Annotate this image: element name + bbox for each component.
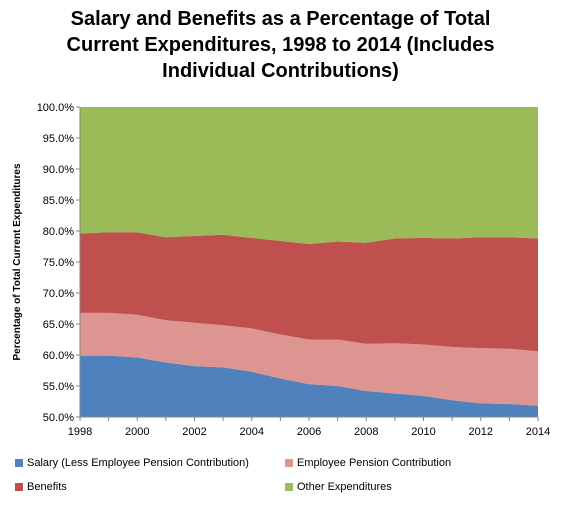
y-tick-label: 50.0% bbox=[43, 412, 74, 424]
chart-title: Salary and Benefits as a Percentage of T… bbox=[0, 6, 561, 84]
x-tick-label: 2006 bbox=[297, 426, 321, 438]
y-axis-label: Percentage of Total Current Expenditures bbox=[12, 163, 23, 361]
x-tick-label: 1998 bbox=[68, 426, 92, 438]
chart-title-line-1: Salary and Benefits as a Percentage of T… bbox=[70, 8, 491, 30]
x-tick-label: 2000 bbox=[125, 426, 149, 438]
x-tick-label: 2004 bbox=[240, 426, 264, 438]
chart-title-line-3: Individual Contributions) bbox=[162, 60, 399, 82]
y-tick-label: 65.0% bbox=[43, 319, 74, 331]
x-tick-labels: 1998 2000 2002 2004 2006 2008 2010 2012 2014 bbox=[68, 426, 550, 438]
area-series-3 bbox=[80, 107, 538, 245]
area-series-1 bbox=[80, 312, 538, 406]
plot-areas bbox=[80, 107, 538, 417]
y-tick-label: 60.0% bbox=[43, 350, 74, 362]
y-tick-label: 70.0% bbox=[43, 288, 74, 300]
y-tick-label: 75.0% bbox=[43, 257, 74, 269]
y-tick-label: 85.0% bbox=[43, 195, 74, 207]
y-tick-label: 80.0% bbox=[43, 226, 74, 238]
chart-title-line-2: Current Expenditures, 1998 to 2014 (Incl… bbox=[66, 34, 495, 56]
y-tick-label: 95.0% bbox=[43, 133, 74, 145]
y-tick-label: 55.0% bbox=[43, 381, 74, 393]
y-tick-label: 100.0% bbox=[37, 102, 75, 114]
x-tick-label: 2012 bbox=[469, 426, 493, 438]
axes bbox=[76, 106, 539, 421]
x-tick-label: 2014 bbox=[526, 426, 550, 438]
y-tick-labels: 50.0% 55.0% 60.0% 65.0% 70.0% 75.0% 80.0% 85.0%… bbox=[37, 102, 75, 424]
x-tick-label: 2010 bbox=[411, 426, 435, 438]
area-series-0 bbox=[80, 355, 538, 417]
y-tick-label: 90.0% bbox=[43, 164, 74, 176]
area-series-2 bbox=[80, 232, 538, 352]
x-tick-label: 2002 bbox=[182, 426, 206, 438]
x-tick-label: 2008 bbox=[354, 426, 378, 438]
